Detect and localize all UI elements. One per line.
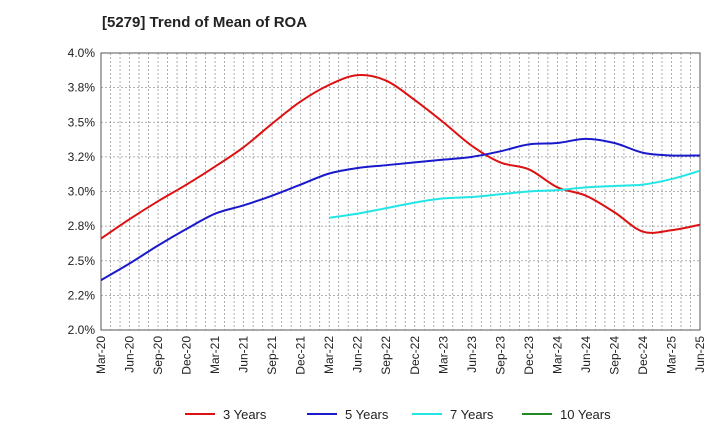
x-tick-label: Dec-23: [522, 336, 536, 375]
x-tick-label: Mar-22: [322, 336, 336, 374]
x-tick-label: Jun-20: [123, 336, 137, 373]
legend-label-3-years: 3 Years: [223, 407, 267, 422]
x-tick-label: Sep-20: [151, 336, 165, 375]
legend-label-10-years: 10 Years: [560, 407, 611, 422]
series-line-3-years: [100, 74, 701, 240]
plot-frame: [100, 52, 701, 331]
x-tick-label: Jun-21: [237, 336, 251, 373]
x-tick-label: Dec-24: [636, 336, 650, 375]
x-tick-label: Sep-24: [607, 336, 621, 375]
series-line-5-years: [100, 137, 701, 282]
x-tick-label: Jun-24: [579, 336, 593, 373]
y-tick-label: 2.0%: [68, 323, 96, 337]
y-tick-label: 3.5%: [68, 115, 96, 129]
x-tick-label: Mar-23: [436, 336, 450, 374]
legend-label-7-years: 7 Years: [450, 407, 494, 422]
legend-label-5-years: 5 Years: [345, 407, 389, 422]
x-tick-label: Dec-21: [294, 336, 308, 375]
chart-title: [5279] Trend of Mean of ROA: [102, 14, 308, 31]
y-tick-label: 2.8%: [68, 219, 96, 233]
x-tick-label: Sep-23: [493, 336, 507, 375]
y-tick-label: 3.0%: [68, 185, 96, 199]
y-tick-label: 3.2%: [68, 150, 96, 164]
x-tick-label: Sep-21: [265, 336, 279, 375]
x-tick-label: Dec-22: [408, 336, 422, 375]
series-line-7-years: [329, 169, 701, 219]
y-tick-label: 2.5%: [68, 254, 96, 268]
x-tick-label: Mar-25: [664, 336, 678, 374]
x-tick-label: Jun-25: [693, 336, 707, 373]
x-tick-label: Mar-20: [94, 336, 108, 374]
plot-area: [101, 53, 700, 330]
x-tick-label: Sep-22: [379, 336, 393, 375]
x-tick-label: Mar-24: [550, 336, 564, 374]
x-tick-label: Mar-21: [208, 336, 222, 374]
y-tick-label: 4.0%: [68, 46, 96, 60]
x-tick-label: Jun-22: [351, 336, 365, 373]
y-tick-label: 3.8%: [68, 81, 96, 95]
y-tick-label: 2.2%: [68, 288, 96, 302]
x-tick-label: Jun-23: [465, 336, 479, 373]
x-tick-label: Dec-20: [180, 336, 194, 375]
